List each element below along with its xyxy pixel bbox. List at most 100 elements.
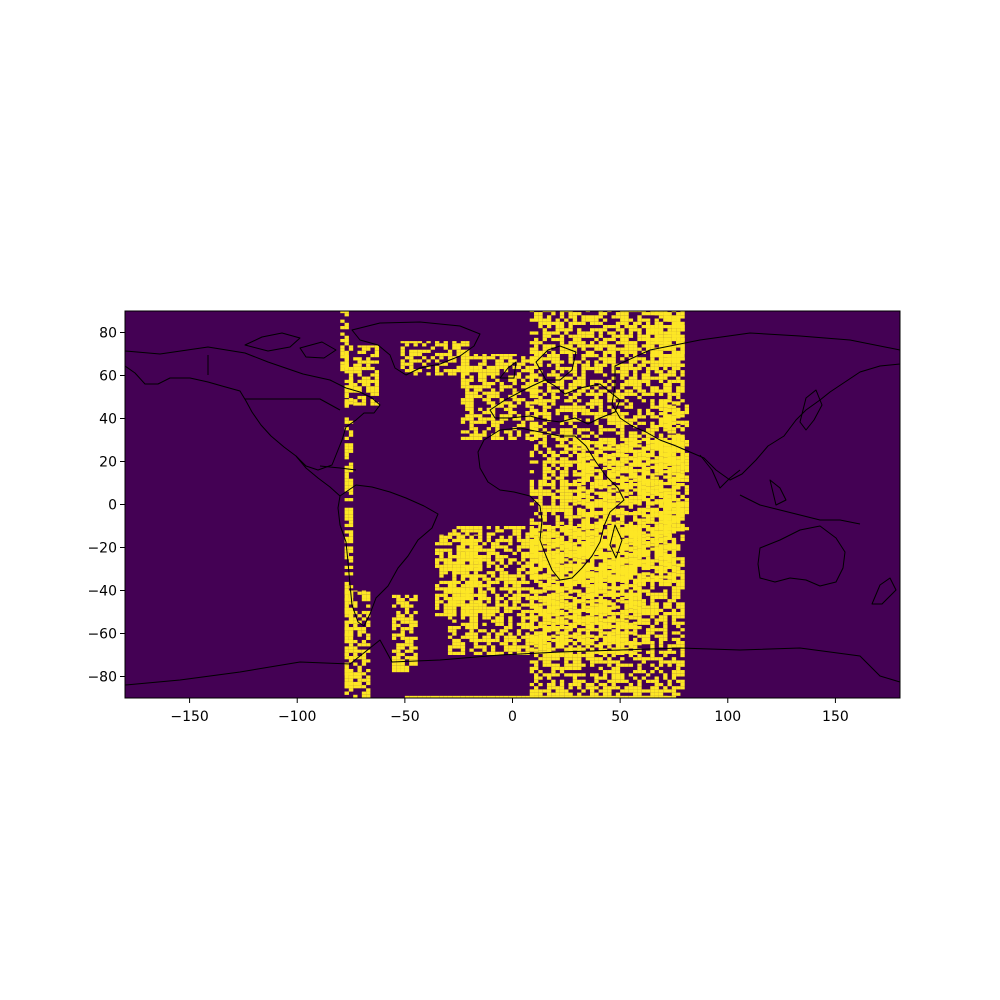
heatmap-cell — [555, 641, 560, 645]
heatmap-cell — [348, 371, 354, 373]
heatmap-cell — [572, 679, 578, 683]
heatmap-cell — [348, 488, 354, 492]
heatmap-cell — [615, 520, 621, 524]
heatmap-cell — [435, 369, 440, 373]
heatmap-cell — [348, 449, 354, 453]
heatmap-cell — [503, 365, 509, 370]
heatmap-cell — [465, 571, 470, 575]
heatmap-cell — [598, 595, 603, 600]
heatmap-cell — [568, 334, 573, 338]
heatmap-cell — [469, 567, 474, 572]
heatmap-cell — [658, 660, 664, 664]
heatmap-cell — [568, 595, 573, 600]
heatmap-cell — [620, 334, 625, 338]
heatmap-cell — [534, 341, 539, 345]
heatmap-cell — [538, 682, 543, 687]
heatmap-cell — [473, 642, 479, 646]
heatmap-cell — [572, 412, 578, 416]
heatmap-cell — [538, 379, 543, 384]
heatmap-cell — [577, 632, 582, 636]
heatmap-cell — [439, 542, 444, 546]
heatmap-cell — [607, 565, 612, 569]
heatmap-cell — [585, 584, 590, 588]
heatmap-cell — [413, 349, 418, 353]
heatmap-cell — [546, 531, 552, 535]
heatmap-cell — [590, 618, 595, 622]
heatmap-cell — [559, 609, 565, 614]
heatmap-cell — [633, 592, 638, 596]
heatmap-cell — [628, 324, 634, 329]
heatmap-cell — [508, 577, 513, 581]
heatmap-cell — [645, 641, 651, 645]
heatmap-cell — [499, 603, 504, 607]
heatmap-cell — [654, 549, 659, 553]
heatmap-cell — [447, 600, 453, 604]
heatmap-cell — [529, 538, 535, 543]
heatmap-cell — [348, 646, 354, 650]
heatmap-cell — [633, 586, 638, 590]
heatmap-cell — [667, 682, 672, 687]
heatmap-cell — [615, 424, 621, 429]
heatmap-cell — [572, 624, 578, 629]
heatmap-cell — [366, 598, 371, 602]
heatmap-cell — [641, 512, 646, 516]
heatmap-cell — [658, 547, 664, 551]
heatmap-cell — [473, 613, 479, 617]
heatmap-cell — [598, 501, 603, 505]
heatmap-cell — [538, 566, 543, 571]
heatmap-cell — [542, 535, 547, 539]
heatmap-cell — [465, 404, 470, 408]
heatmap-cell — [577, 337, 582, 342]
heatmap-cell — [680, 373, 685, 377]
heatmap-cell — [366, 649, 371, 653]
heatmap-cell — [473, 584, 479, 588]
heatmap-cell — [529, 479, 535, 483]
heatmap-cell — [551, 624, 556, 629]
heatmap-cell — [490, 548, 496, 552]
heatmap-cell — [598, 428, 603, 432]
heatmap-cell — [637, 491, 642, 495]
heatmap-cell — [370, 345, 375, 348]
heatmap-cell — [598, 363, 603, 367]
heatmap-cell — [555, 363, 560, 367]
heatmap-cell — [559, 589, 565, 593]
heatmap-cell — [590, 514, 595, 518]
heatmap-cell — [663, 582, 668, 587]
heatmap-cell — [581, 556, 586, 560]
heatmap-cell — [538, 350, 543, 354]
heatmap-cell — [568, 586, 573, 590]
heatmap-cell — [551, 508, 556, 513]
heatmap-cell — [624, 615, 629, 619]
heatmap-cell — [534, 489, 539, 493]
heatmap-cell — [568, 628, 573, 632]
heatmap-cell — [658, 534, 664, 538]
heatmap-cell — [353, 601, 358, 605]
heatmap-cell — [680, 650, 685, 654]
heatmap-cell — [607, 492, 612, 496]
heatmap-cell — [469, 417, 474, 421]
heatmap-cell — [460, 574, 466, 578]
heatmap-cell — [456, 600, 461, 604]
heatmap-cell — [460, 616, 466, 620]
heatmap-cell — [465, 551, 470, 556]
heatmap-cell — [559, 405, 565, 409]
heatmap-cell — [594, 536, 599, 540]
heatmap-cell — [641, 431, 646, 435]
heatmap-cell — [590, 579, 595, 583]
heatmap-cell — [551, 666, 556, 671]
heatmap-cell — [658, 575, 664, 579]
heatmap-cell — [568, 653, 573, 658]
heatmap-cell — [366, 688, 371, 692]
heatmap-cell — [572, 526, 578, 530]
heatmap-cell — [366, 610, 371, 615]
heatmap-cell — [495, 394, 500, 399]
heatmap-cell — [344, 636, 349, 640]
heatmap-cell — [559, 521, 565, 525]
heatmap-cell — [663, 637, 668, 642]
heatmap-cell — [525, 410, 530, 415]
heatmap-cell — [598, 644, 603, 648]
heatmap-cell — [551, 599, 556, 603]
heatmap-cell — [551, 595, 556, 600]
heatmap-cell — [572, 632, 578, 636]
heatmap-cell — [542, 641, 547, 645]
